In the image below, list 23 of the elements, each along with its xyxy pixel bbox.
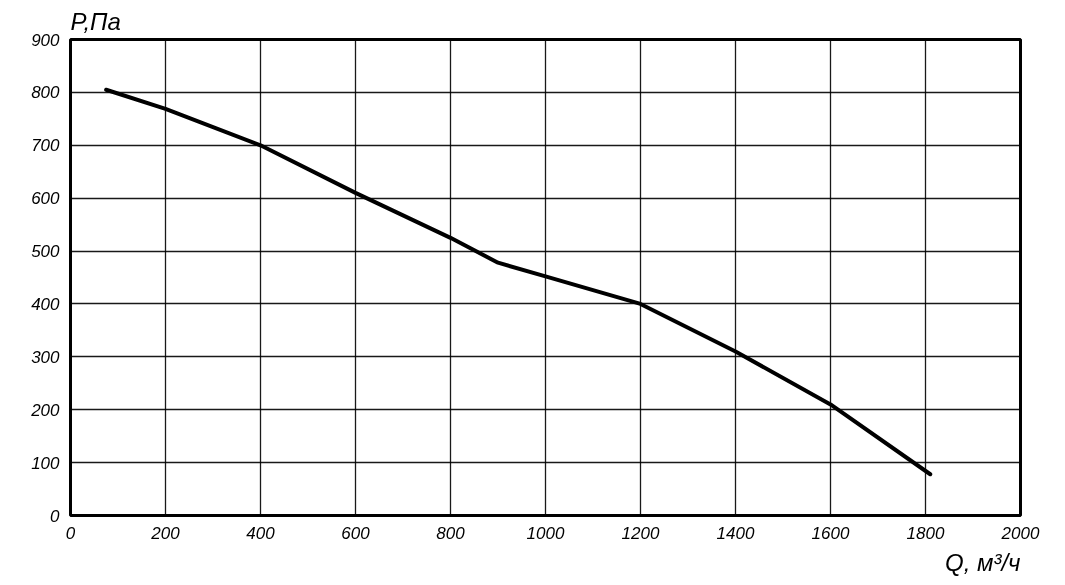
y-tick-label: 400	[31, 294, 61, 314]
x-tick-label: 1400	[716, 523, 755, 543]
x-tick-label: 0	[65, 523, 76, 543]
x-tick-label: 400	[246, 523, 276, 543]
y-tick-label: 300	[31, 347, 61, 367]
y-tick-label: 700	[31, 136, 61, 156]
y-tick-label: 800	[31, 83, 61, 103]
y-tick-label: 600	[31, 189, 61, 209]
x-tick-label: 1800	[906, 523, 945, 543]
y-tick-label: 200	[30, 400, 61, 420]
y-tick-label: 100	[31, 453, 61, 473]
x-axis-title: Q, м³/ч	[944, 548, 1021, 576]
x-tick-label: 200	[150, 523, 181, 543]
x-tick-label: 1000	[526, 523, 565, 543]
x-tick-label: 1200	[621, 523, 660, 543]
y-tick-label: 500	[31, 242, 61, 262]
y-axis-title: P,Па	[70, 7, 121, 35]
x-tick-label: 1600	[811, 523, 850, 543]
x-tick-label: 2000	[1000, 523, 1040, 543]
x-tick-label: 600	[341, 523, 371, 543]
y-tick-label: 0	[50, 506, 61, 526]
y-tick-label: 900	[31, 30, 61, 50]
x-tick-label: 800	[436, 523, 466, 543]
